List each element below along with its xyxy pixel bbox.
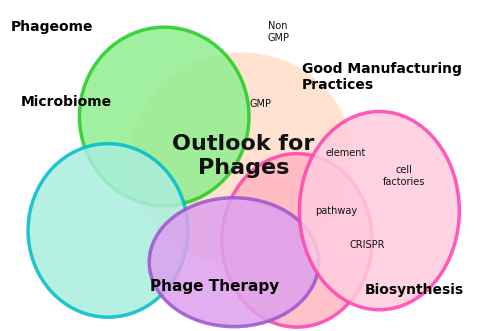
Text: Good Manufacturing
Practices: Good Manufacturing Practices [302,62,462,92]
Ellipse shape [300,112,460,310]
Text: element: element [326,148,366,158]
Text: Non
GMP: Non GMP [268,21,290,43]
Ellipse shape [130,52,353,266]
Text: Biosynthesis: Biosynthesis [365,283,464,297]
Ellipse shape [28,144,188,317]
Text: GMP: GMP [250,99,272,109]
Ellipse shape [149,198,319,327]
Ellipse shape [80,27,249,206]
Text: pathway: pathway [314,206,357,215]
Text: Microbiome: Microbiome [21,95,112,109]
Text: Outlook for
Phages: Outlook for Phages [172,134,315,178]
Text: cell
factories: cell factories [382,165,425,187]
Text: Phageome: Phageome [11,20,94,34]
Text: Phage Therapy: Phage Therapy [150,279,279,295]
Text: CRISPR: CRISPR [350,240,386,250]
Ellipse shape [222,154,372,327]
